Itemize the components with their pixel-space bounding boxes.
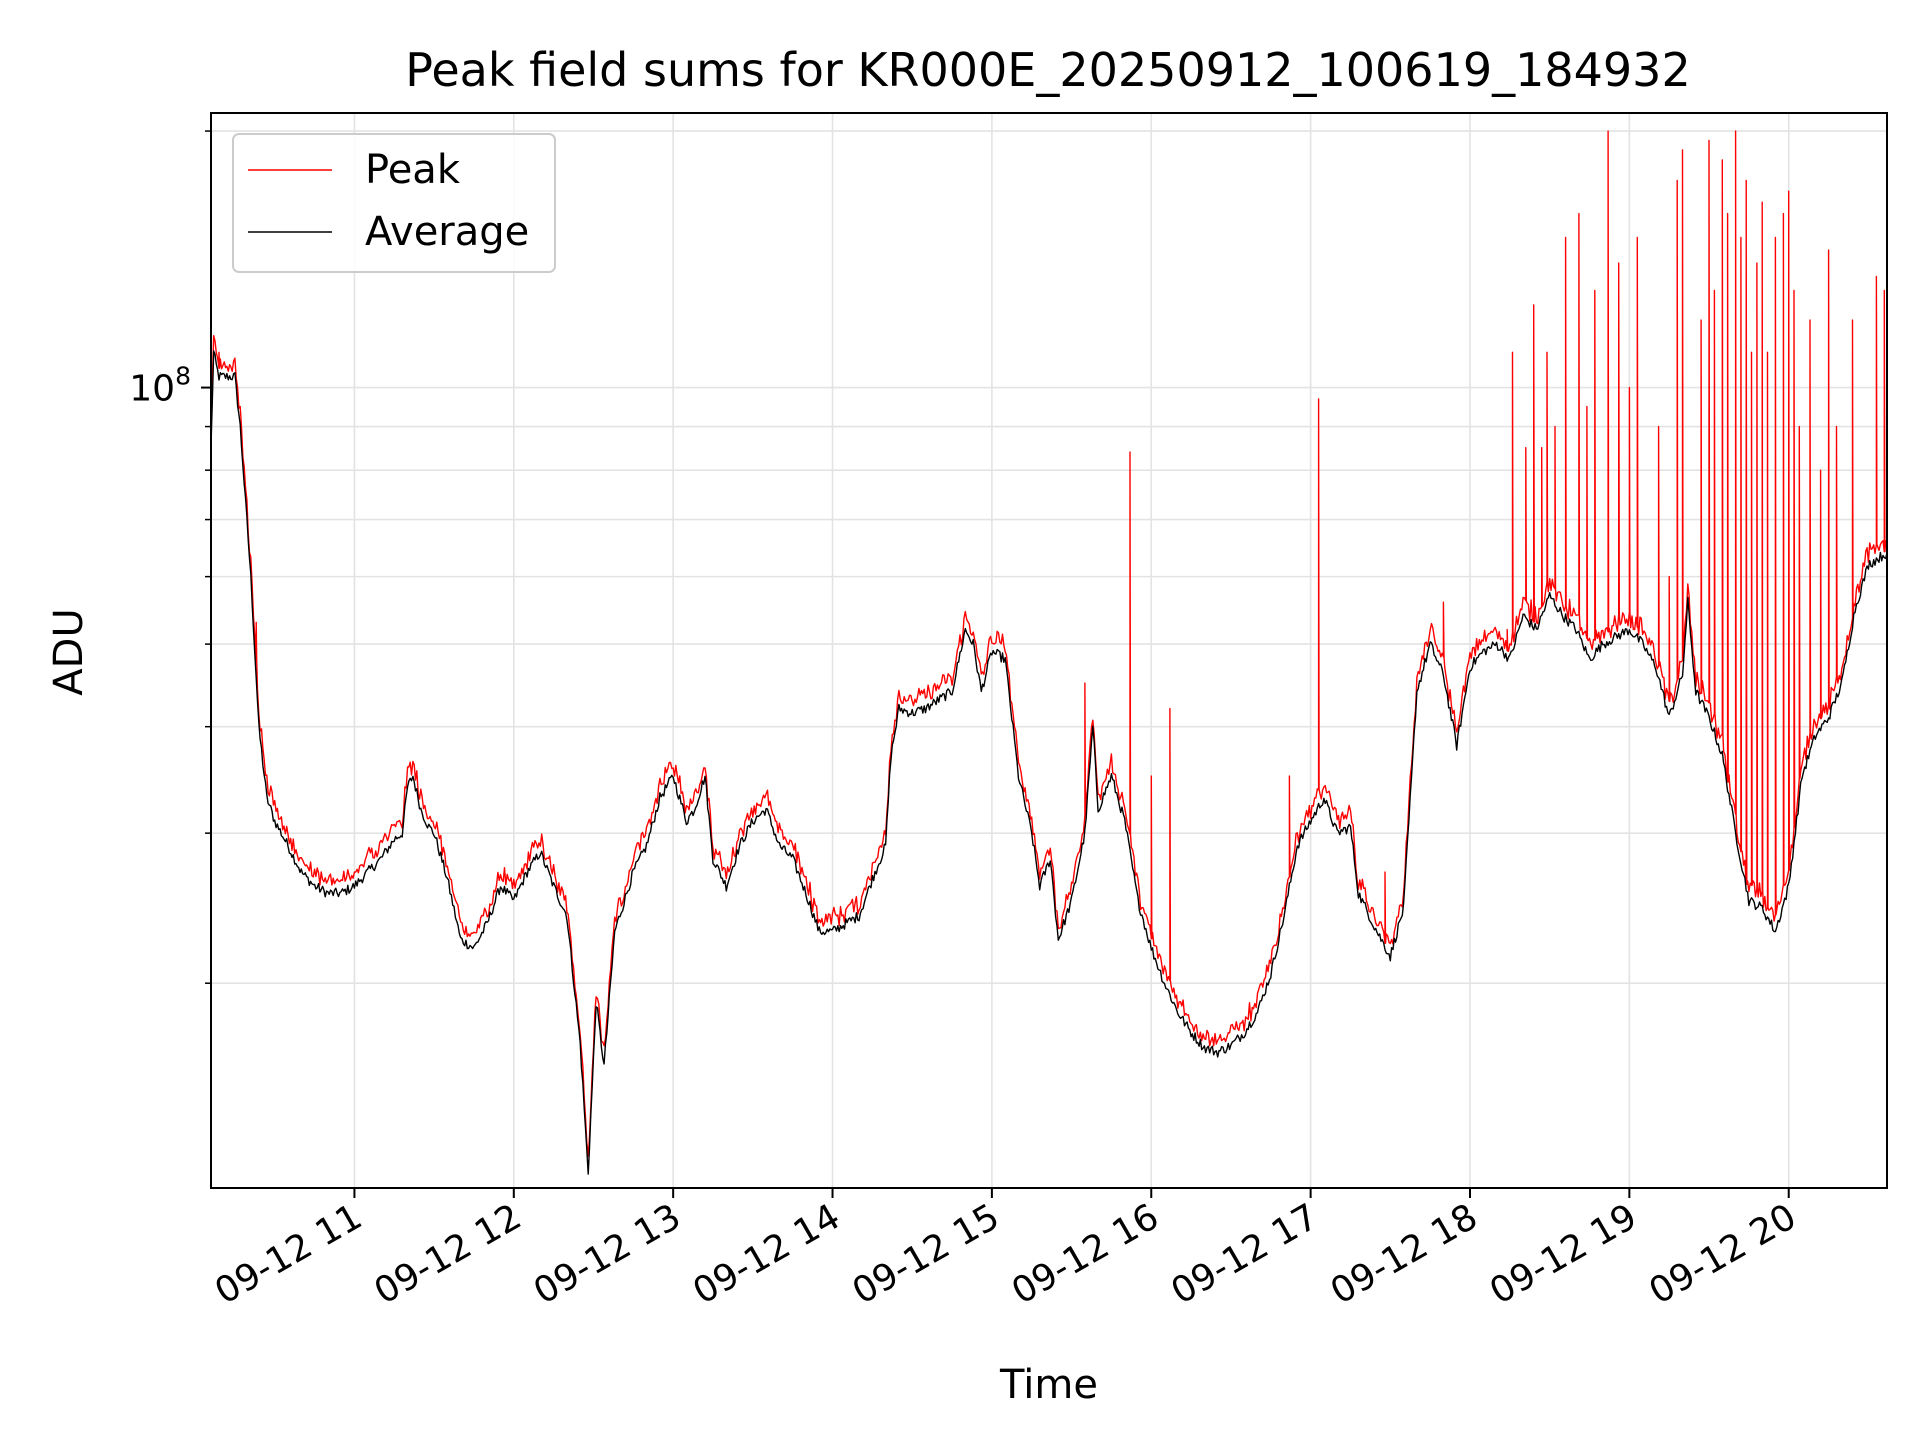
y-tick-label: 108 (129, 362, 191, 410)
legend-peak-label: Peak (365, 147, 461, 193)
plot-area (210, 130, 1888, 1175)
x-axis-title: Time (999, 1362, 1098, 1408)
legend: Peak Average (232, 133, 556, 273)
chart-title: Peak field sums for KR000E_20250912_1006… (405, 43, 1690, 97)
series-peak-line (210, 130, 1888, 1157)
y-axis-title: ADU (46, 608, 92, 695)
grid (211, 113, 1887, 1188)
series-average-line (210, 350, 1888, 1175)
legend-average-label: Average (365, 209, 529, 255)
legend-box (232, 133, 556, 273)
plot-frame (210, 112, 1888, 1189)
